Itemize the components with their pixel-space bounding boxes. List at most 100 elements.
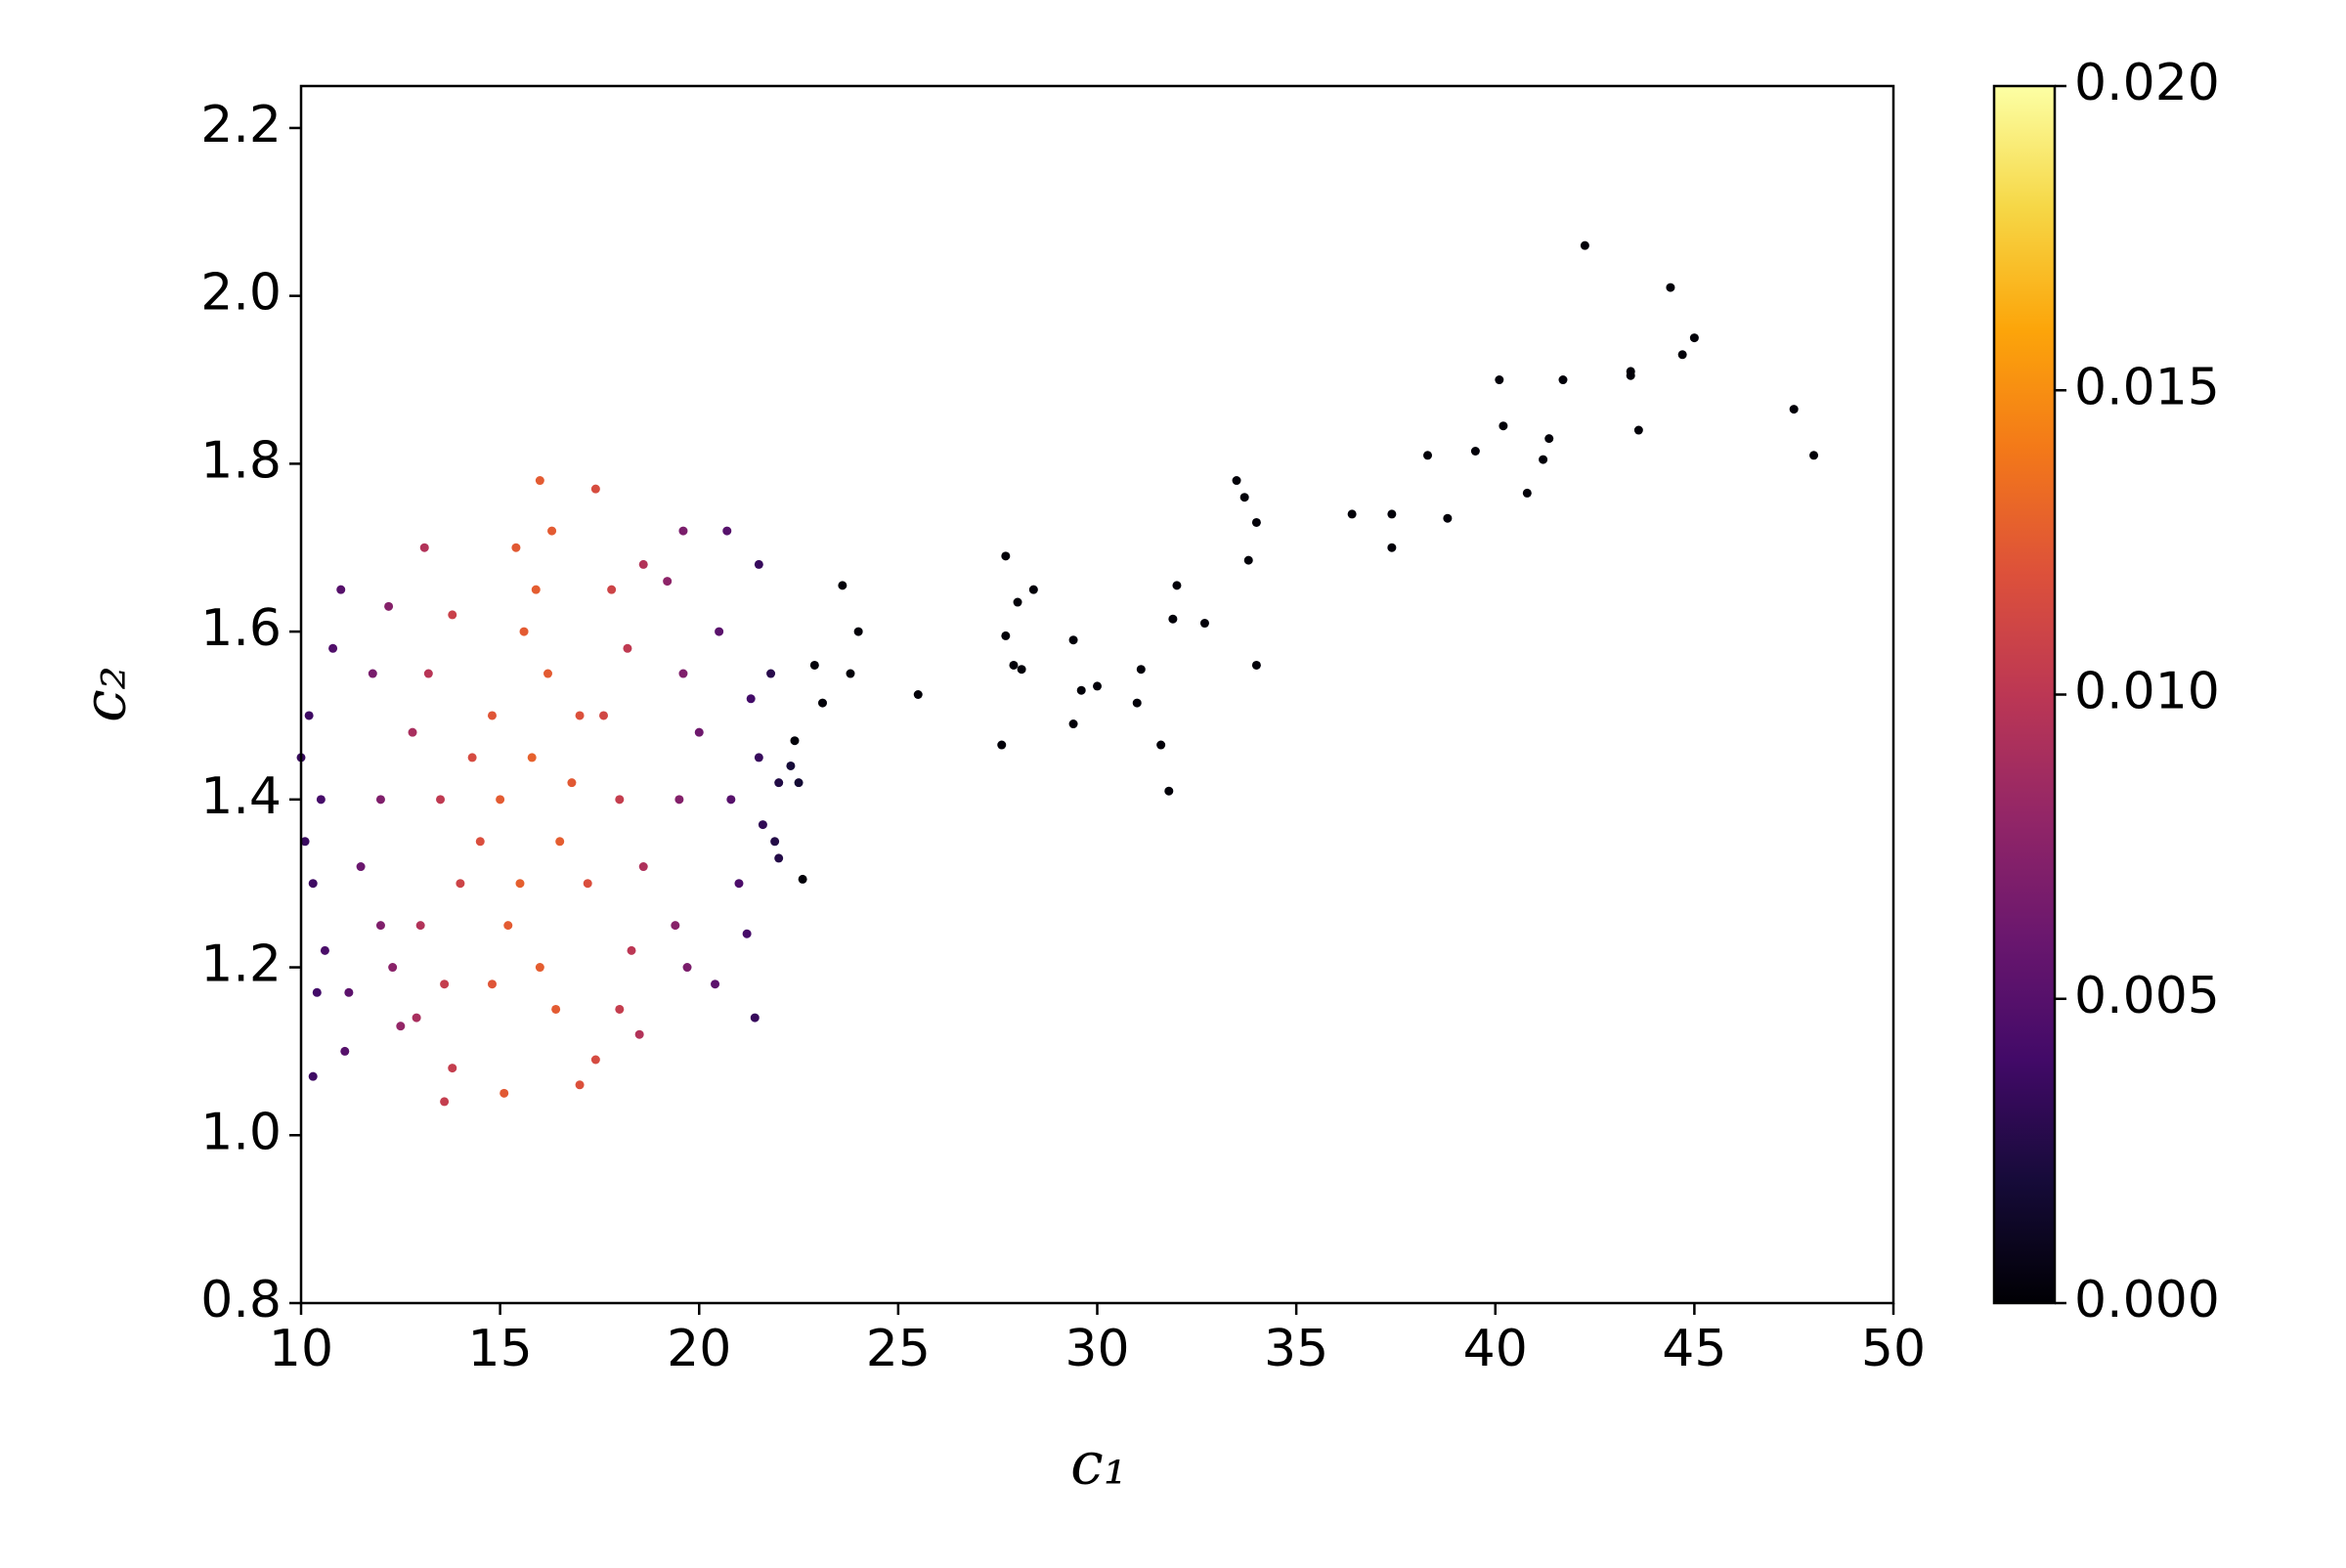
colorbar-tick-label: 0.020	[2074, 54, 2220, 112]
x-tick-label: 40	[1463, 1320, 1528, 1378]
point	[1423, 451, 1433, 460]
point	[790, 736, 800, 746]
point	[774, 853, 784, 863]
point	[742, 929, 752, 938]
point	[1156, 740, 1166, 750]
point	[519, 627, 529, 636]
colorbar-tick-label: 0.015	[2074, 358, 2220, 416]
point	[440, 980, 450, 989]
point	[412, 1013, 421, 1023]
point	[1495, 375, 1504, 385]
point	[615, 1004, 625, 1014]
point	[694, 727, 704, 737]
point	[1626, 370, 1635, 380]
y-tick-label: 0.8	[200, 1271, 282, 1329]
colorbar-tick-label: 0.000	[2074, 1271, 2220, 1329]
point	[308, 879, 318, 889]
point	[511, 543, 521, 552]
point	[1522, 488, 1532, 498]
point	[456, 879, 465, 889]
point	[1068, 719, 1078, 729]
point	[503, 921, 513, 931]
point	[590, 484, 600, 494]
point	[1539, 455, 1548, 464]
point	[634, 1029, 644, 1039]
point	[1677, 350, 1687, 360]
point	[770, 837, 780, 847]
x-tick-label: 10	[269, 1320, 333, 1378]
point	[794, 778, 804, 788]
point	[496, 795, 505, 805]
point	[846, 669, 855, 678]
point	[997, 740, 1007, 750]
point	[746, 694, 756, 704]
y-tick-label: 2.2	[200, 96, 282, 154]
point	[531, 585, 541, 594]
point	[774, 778, 784, 788]
point	[754, 559, 763, 569]
x-tick-label: 20	[667, 1320, 731, 1378]
point	[475, 837, 485, 847]
point	[1239, 493, 1249, 502]
point	[1251, 517, 1261, 527]
point	[388, 963, 398, 973]
point	[1001, 631, 1011, 640]
point	[1001, 551, 1011, 561]
x-tick-label: 15	[468, 1320, 533, 1378]
x-tick-label: 30	[1064, 1320, 1129, 1378]
point	[312, 987, 322, 997]
point	[1633, 425, 1643, 435]
point	[674, 795, 684, 805]
point	[1168, 614, 1178, 624]
point	[356, 862, 366, 872]
point	[535, 476, 544, 486]
point	[1243, 555, 1253, 565]
y-tick-label: 1.2	[200, 936, 282, 994]
colorbar	[1992, 84, 2057, 1305]
point	[535, 963, 544, 973]
y-tick-label: 1.8	[200, 431, 282, 490]
colorbar-tick-label: 0.005	[2074, 967, 2220, 1025]
point	[638, 559, 648, 569]
point	[567, 778, 577, 788]
point	[575, 1080, 585, 1090]
y-tick-label: 2.0	[200, 264, 282, 323]
point	[300, 837, 310, 847]
point	[408, 727, 417, 737]
y-tick-label: 1.0	[200, 1103, 282, 1161]
point	[487, 980, 497, 989]
point	[555, 837, 565, 847]
point	[1068, 635, 1078, 645]
x-tick-label: 50	[1861, 1320, 1926, 1378]
point	[547, 526, 557, 536]
point	[590, 1055, 600, 1065]
point	[328, 643, 338, 653]
point	[671, 921, 680, 931]
y-tick-label: 1.4	[200, 767, 282, 826]
point	[583, 879, 592, 889]
point	[809, 660, 819, 670]
point	[1347, 509, 1357, 519]
plot-frame	[299, 84, 1895, 1305]
point	[1076, 685, 1086, 695]
point	[607, 585, 617, 594]
point	[543, 669, 552, 678]
point	[682, 963, 692, 973]
point	[1028, 585, 1038, 594]
point	[678, 669, 688, 678]
point	[308, 1071, 318, 1081]
x-axis-label: c₁	[1070, 1430, 1127, 1499]
colorbar-tick-label: 0.010	[2074, 663, 2220, 721]
point	[734, 879, 744, 889]
point	[515, 879, 525, 889]
point	[1136, 665, 1146, 675]
point	[344, 987, 354, 997]
point	[726, 795, 736, 805]
point	[1443, 513, 1453, 523]
point	[1232, 476, 1241, 486]
point	[436, 795, 446, 805]
point	[1172, 581, 1182, 590]
point	[340, 1046, 350, 1056]
point	[396, 1022, 406, 1031]
point	[638, 862, 648, 872]
